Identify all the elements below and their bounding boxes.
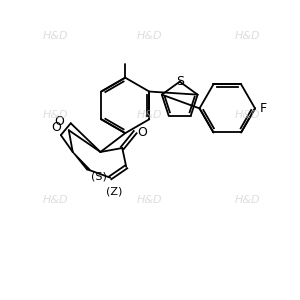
Polygon shape bbox=[73, 152, 90, 170]
Text: O: O bbox=[54, 115, 64, 128]
Text: H&D: H&D bbox=[43, 194, 69, 205]
Text: H&D: H&D bbox=[234, 110, 260, 120]
Text: (Z): (Z) bbox=[106, 187, 122, 197]
Text: H&D: H&D bbox=[137, 194, 163, 205]
Text: H&D: H&D bbox=[234, 194, 260, 205]
Text: O: O bbox=[51, 121, 61, 134]
Text: O: O bbox=[137, 126, 147, 139]
Text: H&D: H&D bbox=[43, 31, 69, 41]
Text: H&D: H&D bbox=[137, 31, 163, 41]
Text: S: S bbox=[176, 75, 184, 88]
Text: H&D: H&D bbox=[234, 31, 260, 41]
Text: H&D: H&D bbox=[43, 110, 69, 120]
Text: H&D: H&D bbox=[137, 110, 163, 120]
Text: F: F bbox=[260, 102, 267, 115]
Text: (S): (S) bbox=[91, 172, 106, 182]
